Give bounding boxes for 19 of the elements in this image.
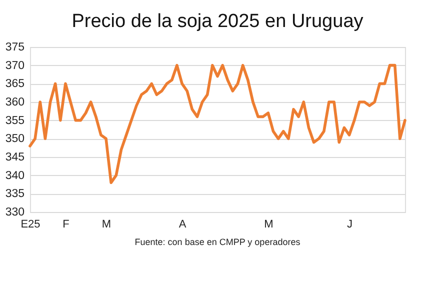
y-tick-label: 365 [5,78,24,90]
chart-title: Precio de la soja 2025 en Uruguay [72,11,364,32]
source-note: Fuente: con base en CMPP y operadores [134,237,301,247]
y-tick-label: 360 [5,96,24,108]
x-tick-label: M [264,218,274,230]
y-tick-label: 350 [5,133,24,146]
x-tick-label: M [102,218,112,230]
x-tick-label: A [178,218,187,230]
y-tick-label: 335 [5,188,24,200]
y-tick-label: 345 [5,152,24,164]
line-series [28,64,406,184]
y-tick-label: 355 [5,114,24,127]
x-tick-label: E25 [20,218,40,230]
y-tick-label: 370 [5,60,24,72]
x-tick-label: J [347,218,353,230]
y-tick-label: 375 [5,42,24,54]
y-tick-label: 330 [5,206,24,218]
x-tick-label: F [62,218,70,230]
y-tick-label: 340 [5,170,24,182]
